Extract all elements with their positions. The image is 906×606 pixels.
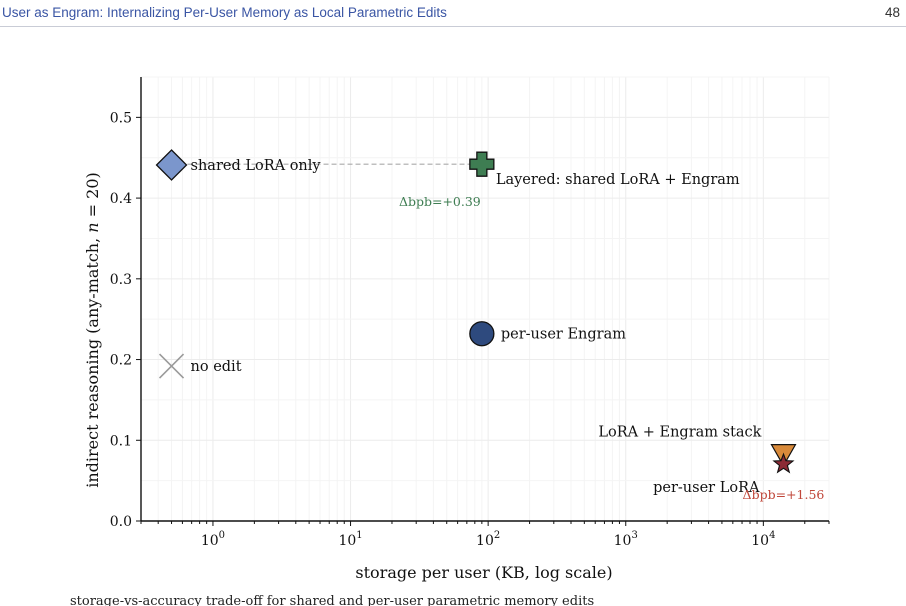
caption-fragment: storage-vs-accuracy trade-off for shared… <box>70 594 595 606</box>
marker-x <box>158 353 185 379</box>
x-axis-label: storage per user (KB, log scale) <box>355 563 612 582</box>
marker-star <box>772 452 795 474</box>
grid <box>140 76 830 522</box>
y-axis-label: indirect reasoning (any-match, n = 20) <box>83 172 102 488</box>
y-tick-label: 0.3 <box>110 272 132 288</box>
y-tick-label: 0.4 <box>110 191 132 207</box>
point-label: no edit <box>191 359 242 375</box>
x-tick-label: 102 <box>476 530 500 549</box>
x-tick-label: 104 <box>751 530 775 549</box>
y-tick-label: 0.2 <box>110 353 132 369</box>
x-tick-label: 100 <box>201 530 225 549</box>
y-tick-label: 0.5 <box>110 110 132 126</box>
point-labels: shared LoRA only Layered: shared LoRA + E… <box>191 158 825 502</box>
x-tick-label: 101 <box>338 530 362 549</box>
marker-x-stroke <box>158 353 185 379</box>
point-label: Layered: shared LoRA + Engram <box>496 172 740 188</box>
markers <box>155 149 797 474</box>
point-label: per-user LoRA <box>653 480 760 496</box>
point-label: shared LoRA only <box>191 158 322 174</box>
y-tick-label: 0.1 <box>110 433 132 449</box>
running-head: User as Engram: Internalizing Per-User M… <box>0 0 906 27</box>
delta-bpb-annotation: Δbpb=+0.39 <box>399 194 481 209</box>
page-number: 48 <box>884 5 900 20</box>
marker-circle <box>469 321 495 347</box>
marker-plus <box>469 151 495 177</box>
y-tick-label: 0.0 <box>110 514 132 530</box>
running-title: User as Engram: Internalizing Per-User M… <box>2 5 447 20</box>
point-label: LoRA + Engram stack <box>598 425 761 441</box>
marker-diamond <box>155 149 188 181</box>
axes: 100 101 102 103 104 0.0 0.1 0.2 0.3 0.4 0.5 <box>110 77 830 549</box>
scatter-chart: 100 101 102 103 104 0.0 0.1 0.2 0.3 0.4 0.5 shared… <box>83 76 830 582</box>
point-label: per-user Engram <box>501 327 626 343</box>
x-tick-label: 103 <box>614 530 638 549</box>
delta-bpb-annotation: Δbpb=+1.56 <box>743 487 825 502</box>
